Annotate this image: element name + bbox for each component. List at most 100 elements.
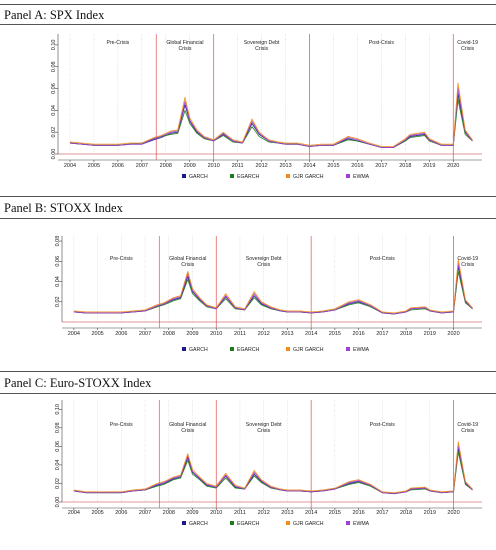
- x-tick-label: 2005: [88, 163, 100, 169]
- panel-c-chart: 0.00 0.02 0.04 0.06 0.08 0.10 2004 2005 2006 2007…: [55, 400, 482, 527]
- panel-c-top-rule: [0, 371, 496, 372]
- legend-label: EWMA: [353, 347, 370, 353]
- panel-a-title: Panel A: SPX Index: [4, 8, 105, 22]
- legend-label: EGARCH: [237, 521, 259, 527]
- x-tick-label: 2009: [184, 163, 196, 169]
- y-tick-label: 0.08: [55, 422, 61, 433]
- x-tick-label: 2020: [447, 331, 459, 337]
- panel-a-title-rule: [0, 24, 496, 25]
- period-label: Crisis: [461, 46, 474, 52]
- x-tick-label: 2005: [91, 331, 103, 337]
- panel-b-title: Panel B: STOXX Index: [4, 201, 123, 215]
- legend-label: GJR GARCH: [293, 347, 324, 353]
- period-label: Post-Crisis: [370, 422, 395, 428]
- period-label: Crisis: [257, 428, 270, 434]
- x-tick-label: 2015: [329, 331, 341, 337]
- x-tick-label: 2006: [115, 510, 127, 516]
- y-tick-label: 0.08: [51, 61, 57, 72]
- series-line-ewma: [69, 88, 473, 148]
- x-tick-label: 2020: [447, 163, 459, 169]
- y-tick-label: 0.00: [55, 497, 61, 508]
- legend-label: GARCH: [189, 174, 208, 180]
- x-tick-label: 2004: [64, 163, 76, 169]
- period-label: Crisis: [461, 428, 474, 434]
- x-tick-label: 2020: [447, 510, 459, 516]
- series-line-ewma: [73, 262, 473, 315]
- y-tick-label: 0.06: [51, 83, 57, 94]
- x-tick-label: 2008: [160, 163, 172, 169]
- x-tick-label: 2016: [352, 510, 364, 516]
- panel-a-chart: 0.00 0.02 0.04 0.06 0.08 0.10 2004 2005 2006 2007…: [51, 34, 482, 180]
- legend-label: EGARCH: [237, 347, 259, 353]
- x-tick-label: 2011: [234, 331, 246, 337]
- x-tick-label: 2017: [376, 510, 388, 516]
- x-tick-label: 2012: [255, 163, 267, 169]
- legend-swatch: [230, 521, 234, 525]
- period-label: Pre-Crisis: [110, 256, 133, 262]
- series-line-gjr-garch: [69, 82, 473, 147]
- period-label: Sovereign Debt: [246, 422, 282, 428]
- period-label: Covid-19: [457, 40, 478, 46]
- x-tick-label: 2019: [423, 163, 435, 169]
- period-label: Global Financial: [166, 40, 203, 46]
- period-label: Global Financial: [169, 256, 206, 262]
- x-tick-label: 2007: [139, 510, 151, 516]
- x-tick-label: 2010: [210, 331, 222, 337]
- period-label: Covid-19: [457, 422, 478, 428]
- x-tick-label: 2014: [303, 163, 315, 169]
- y-tick-label: 0.10: [51, 40, 57, 51]
- legend-swatch: [346, 521, 350, 525]
- x-tick-label: 2016: [351, 163, 363, 169]
- x-tick-label: 2013: [281, 331, 293, 337]
- period-label: Crisis: [255, 46, 268, 52]
- x-tick-label: 2007: [139, 331, 151, 337]
- period-label: Pre-Crisis: [110, 422, 133, 428]
- y-tick-label: 0.00: [51, 149, 57, 160]
- x-tick-label: 2014: [305, 510, 317, 516]
- legend-label: GJR GARCH: [293, 174, 324, 180]
- period-label: Covid-19: [457, 256, 478, 262]
- series-line-egarch: [73, 451, 473, 495]
- x-tick-label: 2017: [376, 331, 388, 337]
- legend-swatch: [182, 347, 186, 351]
- y-tick-label: 0.04: [55, 276, 61, 287]
- x-tick-label: 2004: [68, 331, 80, 337]
- period-label: Sovereign Debt: [244, 40, 280, 46]
- series-line-ewma: [73, 444, 473, 495]
- period-label: Pre-Crisis: [106, 40, 129, 46]
- x-tick-label: 2010: [208, 163, 220, 169]
- x-tick-label: 2018: [399, 163, 411, 169]
- legend-swatch: [286, 347, 290, 351]
- legend-swatch: [182, 174, 186, 178]
- legend-swatch: [182, 521, 186, 525]
- x-tick-label: 2013: [279, 163, 291, 169]
- x-tick-label: 2019: [424, 510, 436, 516]
- x-tick-label: 2011: [234, 510, 246, 516]
- x-tick-label: 2004: [68, 510, 80, 516]
- x-tick-label: 2012: [258, 510, 270, 516]
- x-tick-label: 2006: [115, 331, 127, 337]
- series-line-gjr-garch: [73, 441, 473, 494]
- legend-label: GARCH: [189, 347, 208, 353]
- x-tick-label: 2016: [352, 331, 364, 337]
- panel-b-top-rule: [0, 196, 496, 197]
- x-tick-label: 2011: [232, 163, 244, 169]
- x-tick-label: 2009: [186, 510, 198, 516]
- x-tick-label: 2007: [136, 163, 148, 169]
- y-tick-label: 0.06: [55, 441, 61, 452]
- period-label: Crisis: [257, 262, 270, 268]
- period-label: Sovereign Debt: [246, 256, 282, 262]
- x-tick-label: 2017: [375, 163, 387, 169]
- x-tick-label: 2013: [281, 510, 293, 516]
- x-tick-label: 2008: [163, 331, 175, 337]
- x-tick-label: 2018: [400, 510, 412, 516]
- legend-label: GJR GARCH: [293, 521, 324, 527]
- panel-c-title: Panel C: Euro-STOXX Index: [4, 376, 152, 390]
- y-tick-label: 0.08: [55, 236, 61, 247]
- legend-swatch: [346, 347, 350, 351]
- period-label: Crisis: [461, 262, 474, 268]
- panel-a-top-rule: [0, 4, 496, 5]
- legend-label: EGARCH: [237, 174, 259, 180]
- y-tick-label: 0.04: [55, 460, 61, 471]
- legend-swatch: [286, 521, 290, 525]
